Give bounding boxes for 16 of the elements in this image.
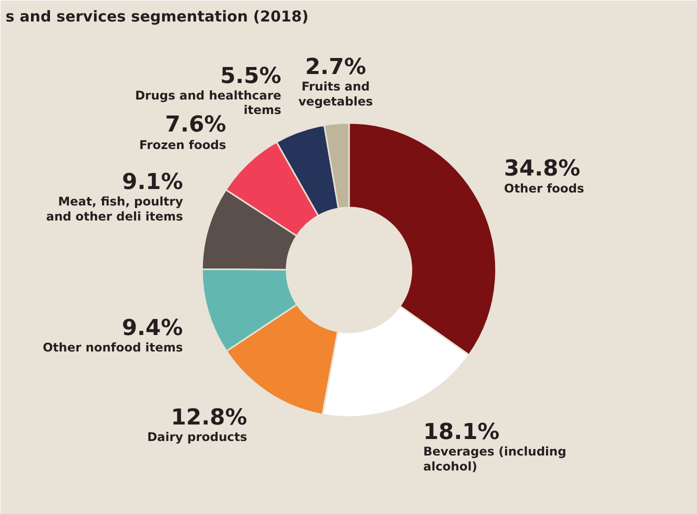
slice-label: Fruits and vegetables xyxy=(298,80,373,108)
data-label: 12.8% xyxy=(170,405,248,430)
data-label: 5.5% xyxy=(220,64,282,89)
slice-label: Frozen foods xyxy=(139,138,226,152)
slice-label: Other nonfood items xyxy=(42,340,183,355)
data-label: 18.1% xyxy=(423,420,500,446)
slice-label: Meat, fish, poultry and other deli items xyxy=(46,194,184,224)
slice-label: Dairy products xyxy=(147,430,248,444)
data-label: 2.7% xyxy=(305,55,366,80)
data-label: 9.1% xyxy=(122,170,184,195)
chart-title: s and services segmentation (2018) xyxy=(6,8,309,26)
slice-label: Beverages (including alcohol) xyxy=(423,444,566,474)
data-label: 34.8% xyxy=(504,156,580,182)
data-label: 7.6% xyxy=(165,112,226,138)
data-label: 9.4% xyxy=(122,316,183,342)
slice-label: Other foods xyxy=(504,181,584,196)
